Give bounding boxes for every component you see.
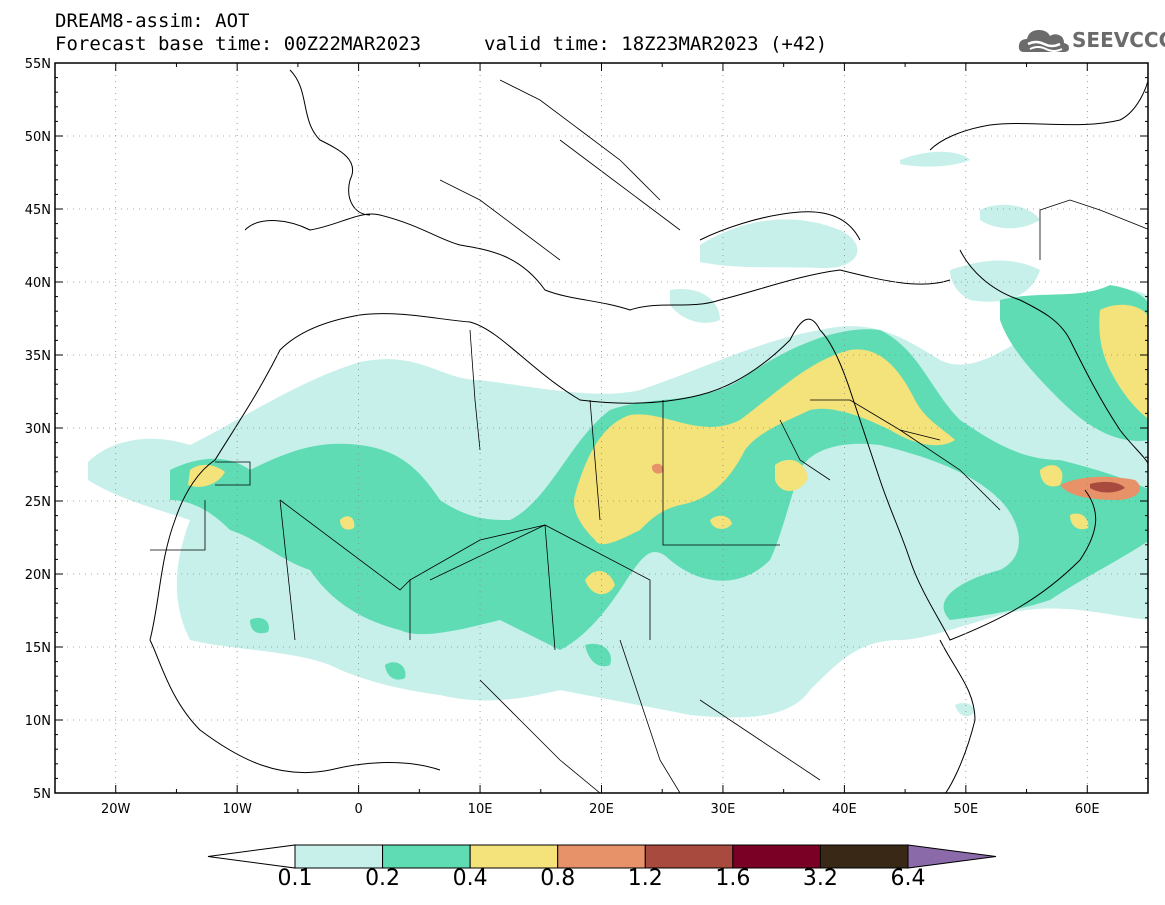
colorbar-segment: [819, 844, 909, 869]
lon-tick-label: 0: [354, 802, 362, 817]
lon-tick-label: 60E: [1075, 802, 1100, 817]
cloud-icon: [1018, 30, 1069, 52]
colorbar-label: 0.1: [277, 866, 313, 891]
aot-fields: [88, 151, 1148, 718]
colorbar: [207, 844, 997, 869]
longitude-labels: 20W 10W 0 10E 20E 30E 40E 50E 60E: [101, 802, 1100, 817]
lat-tick-label: 5N: [33, 787, 51, 802]
colorbar-max-arrow: [907, 844, 997, 869]
lat-tick-label: 35N: [25, 349, 51, 364]
colorbar-segment: [294, 844, 384, 869]
lat-tick-label: 55N: [25, 57, 51, 72]
colorbar-label: 6.4: [890, 866, 926, 891]
colorbar-label: 0.8: [540, 866, 576, 891]
colorbar-label: 0.4: [452, 866, 488, 891]
colorbar-segment: [382, 844, 471, 869]
coastlines: [149, 69, 1148, 793]
lon-tick-label: 10W: [222, 802, 252, 817]
lon-tick-label: 50E: [953, 802, 978, 817]
lon-tick-label: 40E: [832, 802, 857, 817]
axis-ticks: [54, 62, 1149, 794]
lon-tick-label: 30E: [711, 802, 736, 817]
latitude-labels: 5N 10N 15N 20N 25N 30N 35N 40N 45N 50N 55N: [25, 57, 51, 802]
lon-tick-label: 20W: [101, 802, 131, 817]
lat-tick-label: 25N: [25, 495, 51, 510]
colorbar-segment: [469, 844, 559, 869]
seevccc-logo: SEEVCCC: [1018, 24, 1165, 58]
country-borders: [150, 79, 1148, 793]
colorbar-segment: [732, 844, 821, 869]
lat-tick-label: 30N: [25, 422, 51, 437]
lon-tick-label: 20E: [589, 802, 614, 817]
colorbar-label: 1.6: [715, 866, 751, 891]
lat-tick-label: 40N: [25, 276, 51, 291]
colorbar-label: 1.2: [627, 866, 663, 891]
colorbar-label: 3.2: [802, 866, 838, 891]
title-product: DREAM8-assim: AOT: [55, 10, 250, 32]
logo-text: SEEVCCC: [1072, 28, 1165, 52]
colorbar-min-arrow: [207, 844, 296, 869]
lat-tick-label: 10N: [25, 714, 51, 729]
colorbar-segment: [644, 844, 734, 869]
colorbar-segment: [557, 844, 646, 869]
title-valid-time: valid time: 18Z23MAR2023 (+42): [484, 33, 828, 55]
lat-tick-label: 50N: [25, 130, 51, 145]
lat-tick-label: 45N: [25, 203, 51, 218]
lat-tick-label: 15N: [25, 641, 51, 656]
colorbar-label: 0.2: [365, 866, 401, 891]
lon-tick-label: 10E: [468, 802, 493, 817]
title-base-time: Forecast base time: 00Z22MAR2023: [55, 33, 422, 55]
lat-tick-label: 20N: [25, 568, 51, 583]
